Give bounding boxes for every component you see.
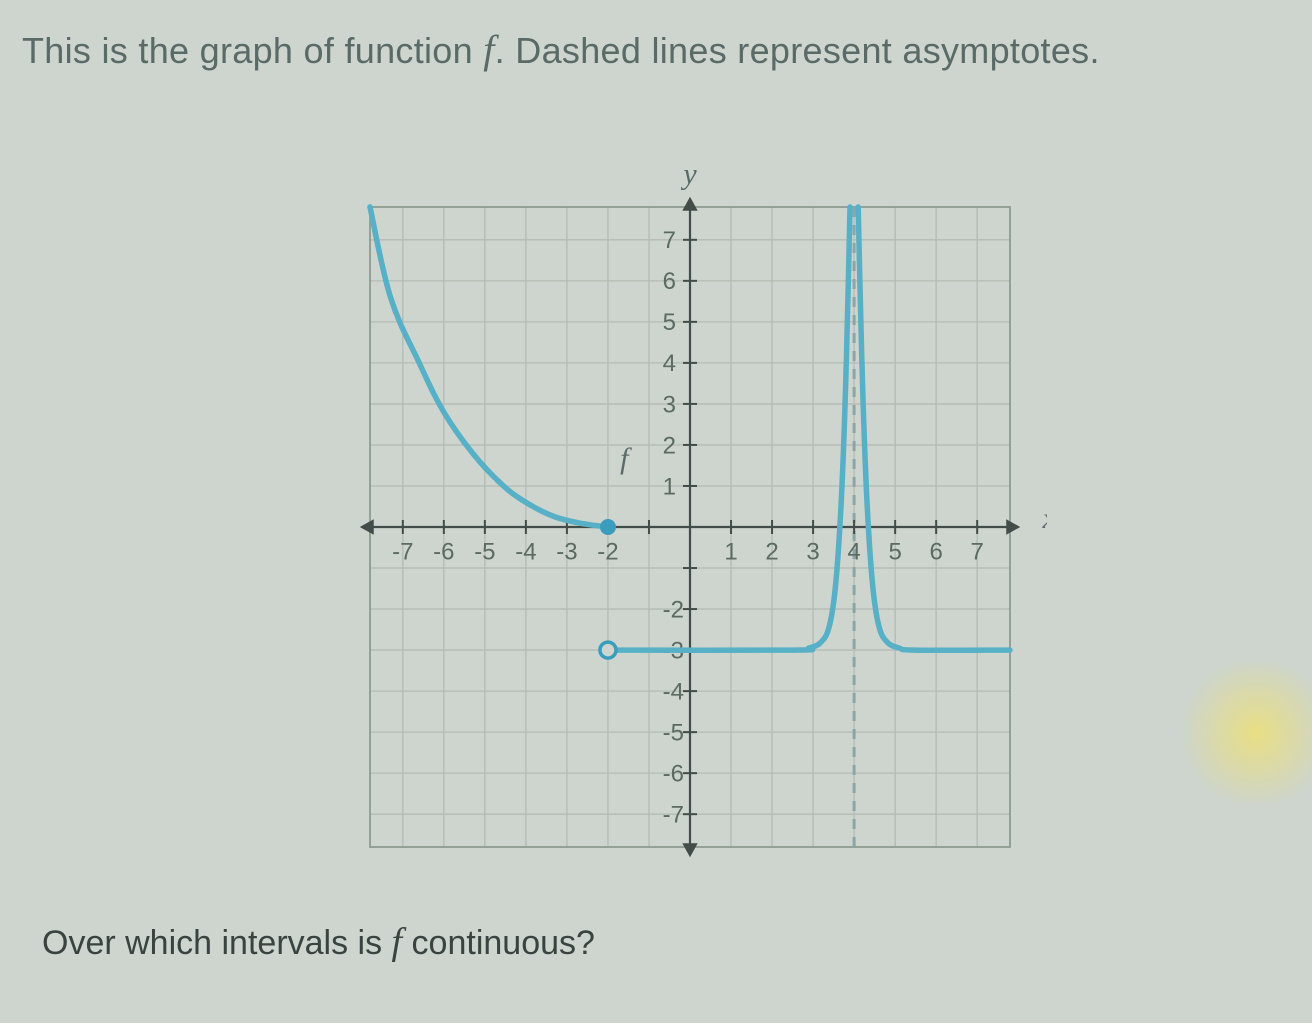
svg-text:6: 6 xyxy=(929,538,942,565)
svg-text:5: 5 xyxy=(888,538,901,565)
svg-text:-3: -3 xyxy=(556,538,577,565)
curve-right_branch xyxy=(858,207,1010,650)
svg-text:-4: -4 xyxy=(663,678,684,705)
svg-text:y: y xyxy=(680,170,697,190)
screen-glare xyxy=(1172,663,1312,803)
svg-text:x: x xyxy=(1042,502,1047,535)
svg-text:4: 4 xyxy=(847,538,860,565)
prompt-top-before: This is the graph of function xyxy=(22,30,483,71)
svg-text:-4: -4 xyxy=(515,538,536,565)
svg-text:-5: -5 xyxy=(474,538,495,565)
svg-text:3: 3 xyxy=(806,538,819,565)
prompt-text-bottom: Over which intervals is f continuous? xyxy=(42,920,595,964)
svg-text:-7: -7 xyxy=(392,538,413,565)
prompt-bottom-before: Over which intervals is xyxy=(42,924,392,962)
axes: -7-6-5-4-3-212345671234567-2-3-4-5-6-7xy… xyxy=(360,170,1047,857)
curve-left_decreasing xyxy=(370,207,608,527)
prompt-text-top: This is the graph of function f. Dashed … xyxy=(22,26,1298,73)
svg-text:7: 7 xyxy=(663,227,676,254)
svg-text:2: 2 xyxy=(663,432,676,459)
svg-text:-2: -2 xyxy=(663,596,684,623)
chart-svg: -7-6-5-4-3-212345671234567-2-3-4-5-6-7xy… xyxy=(333,170,1047,884)
function-graph: -7-6-5-4-3-212345671234567-2-3-4-5-6-7xy… xyxy=(333,170,1047,884)
svg-text:1: 1 xyxy=(663,473,676,500)
svg-text:7: 7 xyxy=(971,538,984,565)
svg-text:f: f xyxy=(620,442,632,475)
svg-text:4: 4 xyxy=(663,350,676,377)
prompt-top-after: . Dashed lines represent asymptotes. xyxy=(495,30,1100,71)
prompt-bottom-fn: f xyxy=(392,921,403,963)
svg-text:5: 5 xyxy=(663,309,676,336)
svg-text:6: 6 xyxy=(663,268,676,295)
svg-text:-6: -6 xyxy=(663,760,684,787)
prompt-bottom-after: continuous? xyxy=(402,924,595,962)
svg-text:2: 2 xyxy=(765,538,778,565)
svg-text:3: 3 xyxy=(663,391,676,418)
svg-text:-5: -5 xyxy=(663,719,684,746)
open-endpoint xyxy=(600,642,616,658)
closed-endpoint xyxy=(600,519,616,535)
svg-text:-7: -7 xyxy=(663,802,684,829)
prompt-top-fn: f xyxy=(483,27,494,72)
svg-text:-2: -2 xyxy=(597,538,618,565)
svg-text:1: 1 xyxy=(724,538,737,565)
svg-text:-6: -6 xyxy=(433,538,454,565)
